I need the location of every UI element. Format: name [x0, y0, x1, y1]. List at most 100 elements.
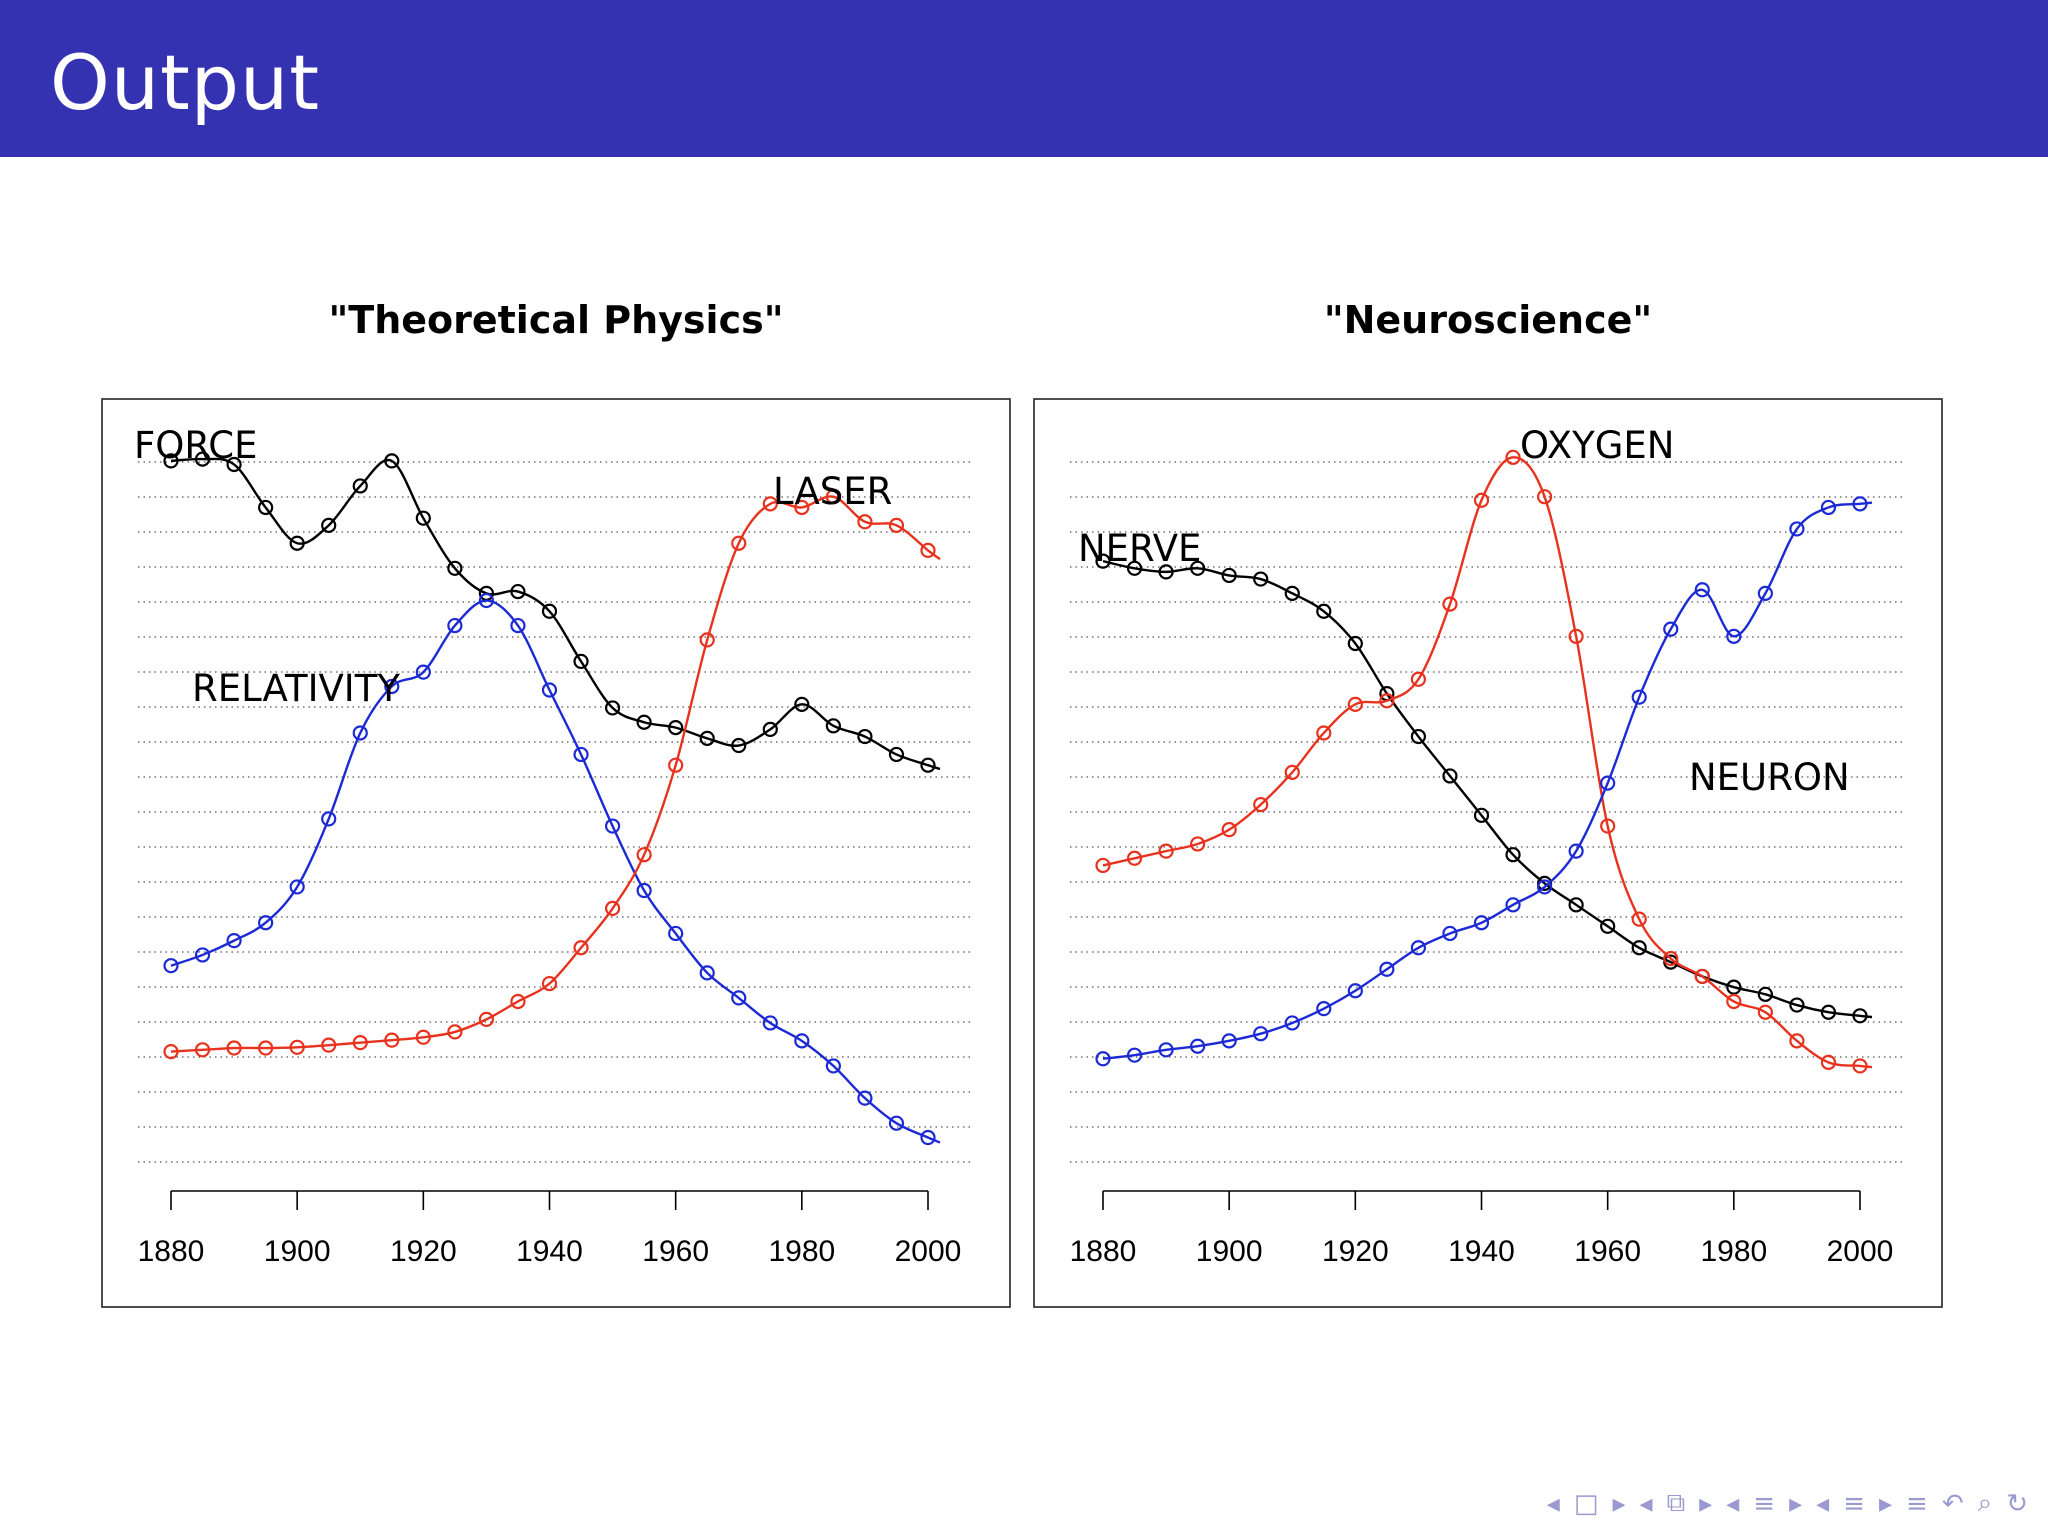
data-point [1284, 1015, 1300, 1031]
undo-icon[interactable]: ↻ [2006, 1488, 2028, 1519]
data-point [731, 535, 747, 551]
data-point [1190, 560, 1206, 576]
data-point [604, 700, 621, 716]
data-point [447, 617, 463, 634]
x-tick-label: 1900 [1196, 1235, 1263, 1268]
data-point [1631, 940, 1647, 956]
data-point [194, 947, 211, 963]
data-point [636, 882, 652, 899]
plot-frame [1033, 398, 1943, 1308]
data-point [384, 678, 400, 695]
data-point [604, 818, 621, 834]
data-point [1158, 843, 1174, 859]
data-point [1126, 560, 1143, 576]
data-point [1663, 950, 1679, 967]
x-tick-label: 1960 [642, 1235, 709, 1268]
data-point [447, 1024, 463, 1040]
next-frame-icon[interactable]: ▸ [1612, 1488, 1626, 1519]
data-point [289, 879, 305, 895]
next-subsection-icon[interactable]: ▸ [1789, 1488, 1803, 1519]
data-point [352, 478, 368, 494]
data-point [541, 975, 558, 992]
data-point [1442, 596, 1458, 612]
data-point [384, 453, 400, 469]
data-point [668, 720, 684, 736]
data-point [1442, 925, 1458, 942]
data-point [447, 560, 463, 576]
data-point [1600, 775, 1616, 791]
data-point [1568, 628, 1584, 644]
data-point [1505, 847, 1521, 863]
data-point [920, 1129, 936, 1146]
data-point [1410, 671, 1427, 687]
data-point [1694, 582, 1710, 598]
data-point [857, 728, 873, 745]
data-point [258, 1040, 274, 1056]
prev-slide-icon[interactable]: ◂ [1816, 1488, 1830, 1519]
next-slide-icon[interactable]: ▸ [1878, 1488, 1893, 1519]
data-point [1820, 499, 1837, 516]
next-section-icon[interactable]: ▸ [1699, 1488, 1713, 1519]
x-tick-label: 1920 [1322, 1235, 1389, 1268]
search-icon[interactable]: ↶ [1941, 1488, 1964, 1519]
frame-icon[interactable]: □ [1573, 1488, 1599, 1519]
data-point [1757, 585, 1773, 601]
data-point [731, 737, 747, 754]
data-point [1095, 553, 1111, 569]
data-point [289, 535, 305, 551]
data-point [1694, 968, 1710, 985]
data-point [415, 664, 431, 680]
x-tick-label: 1900 [264, 1235, 331, 1268]
chart-physics: 1880 1900 1920 1940 1960 1980 2000 FORCE LASER RE… [101, 398, 1011, 1308]
data-point [289, 1039, 305, 1055]
data-point [1852, 1058, 1868, 1074]
data-point [478, 592, 495, 609]
data-point [226, 1040, 242, 1056]
zoom-icon[interactable]: ⌕ [1977, 1488, 1993, 1518]
data-point [541, 603, 558, 619]
data-point [321, 811, 337, 827]
data-point [1410, 728, 1427, 745]
data-point [1316, 603, 1332, 619]
data-point [258, 915, 274, 931]
x-tick-label: 2000 [895, 1235, 962, 1268]
data-point [1536, 879, 1553, 895]
data-point [194, 451, 211, 467]
series-line-force [170, 457, 941, 771]
data-point [1253, 571, 1269, 587]
subsection-icon[interactable]: ≡ [1753, 1488, 1776, 1519]
outline-icon[interactable]: ≡ [1906, 1488, 1928, 1519]
data-point [1663, 621, 1679, 637]
data-point [1347, 983, 1363, 999]
data-point [1473, 492, 1490, 508]
x-tick-label: 1960 [1574, 1235, 1641, 1268]
data-point [888, 517, 905, 533]
data-point [794, 696, 810, 712]
series-line-oxygen [1102, 456, 1873, 1069]
data-point [163, 958, 179, 974]
data-point [1347, 635, 1363, 652]
section-icon[interactable]: ⧉ [1666, 1488, 1686, 1518]
data-point [920, 757, 936, 773]
data-point [1158, 1042, 1174, 1058]
series-label: NEURON [1689, 756, 1850, 799]
series-line-relativity [170, 599, 941, 1144]
data-point [1568, 897, 1584, 913]
data-point [541, 682, 558, 698]
prev-frame-icon[interactable]: ◂ [1546, 1488, 1560, 1519]
prev-subsection-icon[interactable]: ◂ [1726, 1488, 1740, 1519]
data-point [1221, 1033, 1237, 1049]
data-point [825, 489, 841, 505]
data-point [573, 653, 589, 669]
data-point [321, 517, 337, 533]
data-point [1442, 768, 1458, 784]
series-label: FORCE [134, 424, 257, 467]
data-point [1126, 850, 1143, 866]
data-point [1726, 979, 1742, 995]
data-point [888, 1115, 905, 1131]
slide-icon[interactable]: ≡ [1843, 1488, 1865, 1519]
prev-section-icon[interactable]: ◂ [1639, 1488, 1653, 1519]
data-point [226, 933, 242, 949]
data-point [510, 617, 526, 634]
data-point [258, 499, 274, 516]
